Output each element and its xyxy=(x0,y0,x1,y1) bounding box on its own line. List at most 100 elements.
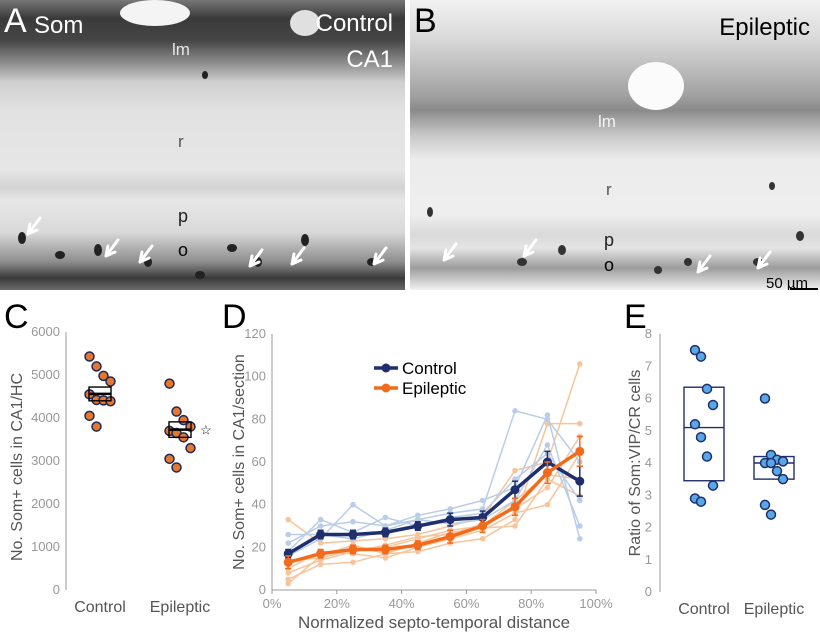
mean-point xyxy=(575,446,585,456)
panel-b-condition: Epileptic xyxy=(719,14,810,41)
individual-epileptic-line xyxy=(287,478,581,585)
panel-c-letter: C xyxy=(4,298,29,336)
x-tick-label: 80% xyxy=(518,596,544,611)
data-point xyxy=(777,473,789,485)
mean-point xyxy=(316,549,326,559)
y-tick-label: 4000 xyxy=(31,410,60,425)
x-tick-label: 20% xyxy=(324,596,350,611)
x-tick-label: 60% xyxy=(453,596,479,611)
mean-point xyxy=(316,530,326,540)
data-point xyxy=(164,378,175,389)
mean-point xyxy=(348,530,358,540)
panel-c-chart: 0 1000 2000 3000 4000 5000 6000 No. Som+ cells … xyxy=(9,324,212,616)
y-tick-label: 1 xyxy=(645,552,652,567)
individual-point xyxy=(447,506,453,512)
individual-point xyxy=(544,484,551,491)
panel-b-cells xyxy=(427,182,804,274)
individual-point xyxy=(285,531,291,538)
y-tick-label: 4 xyxy=(645,455,652,470)
individual-point xyxy=(317,540,324,546)
data-point xyxy=(759,499,771,511)
vessel-blob xyxy=(120,0,190,26)
y-tick-label: 0 xyxy=(645,584,652,599)
x-axis-label: Normalized septo-temporal distance xyxy=(298,613,570,632)
data-point xyxy=(777,456,789,467)
vessel-blob xyxy=(290,10,320,36)
y-axis-label: No. Som+ cells in CA1/HC xyxy=(9,373,26,561)
individual-point xyxy=(577,420,583,427)
individual-point xyxy=(285,580,291,587)
y-tick-label: 20 xyxy=(252,539,266,554)
individual-point xyxy=(577,361,583,367)
individual-point xyxy=(382,514,389,521)
panel-e-chart: 0 1 2 3 4 5 6 7 8 Ratio of Som:VIP/CR cells Contro… xyxy=(627,326,804,618)
panel-a-region: CA1 xyxy=(346,46,393,73)
y-tick-label: 120 xyxy=(244,326,266,341)
y-tick-label: 3000 xyxy=(31,453,60,468)
layer-label-p: p xyxy=(604,230,615,250)
panel-b-micrograph: B Epileptic lm r p o 50 µm xyxy=(410,0,820,290)
y-tick-label: 2 xyxy=(645,520,652,535)
mean-point xyxy=(510,485,520,495)
y-tick-label: 5 xyxy=(645,423,652,438)
individual-point xyxy=(285,540,291,546)
y-axis-label: Ratio of Som:VIP/CR cells xyxy=(627,370,644,557)
mean-point xyxy=(510,502,520,512)
data-point xyxy=(695,431,707,443)
y-tick-label: 6000 xyxy=(31,324,60,339)
individual-point xyxy=(577,497,583,504)
data-point xyxy=(84,410,95,422)
data-point xyxy=(171,462,182,473)
individual-point xyxy=(512,408,518,414)
scale-bar xyxy=(790,288,818,290)
individual-point xyxy=(512,523,518,529)
y-axis-label: No. Som+ cells in CA1/section xyxy=(231,354,248,570)
individual-point xyxy=(479,536,486,542)
individual-point xyxy=(350,501,356,508)
individual-point xyxy=(512,467,518,474)
x-tick-label: Epileptic xyxy=(150,599,210,616)
y-tick-label: 2000 xyxy=(31,496,60,511)
y-tick-label: 3 xyxy=(645,487,652,502)
individual-point xyxy=(382,555,389,561)
arrow-group xyxy=(26,216,388,268)
arrow-group xyxy=(442,238,772,274)
layer-label-r: r xyxy=(178,132,184,151)
data-point xyxy=(689,344,701,356)
y-tick-label: 5000 xyxy=(31,367,60,382)
individual-point xyxy=(350,559,356,566)
individual-point xyxy=(317,561,324,568)
legend-label: Control xyxy=(402,359,457,378)
y-tick-label: 60 xyxy=(252,454,266,469)
individual-epileptic-line xyxy=(287,435,581,574)
legend-label: Epileptic xyxy=(402,379,467,398)
data-point xyxy=(105,376,116,387)
layer-label-lm: lm xyxy=(598,112,616,131)
data-point xyxy=(171,406,182,417)
scale-bar-label: 50 µm xyxy=(766,275,808,290)
panel-a-condition: Control xyxy=(315,10,393,37)
legend-marker xyxy=(381,383,391,393)
data-point xyxy=(707,399,719,411)
panel-a-letter: A xyxy=(4,2,27,40)
data-point xyxy=(164,453,175,465)
y-tick-label: 8 xyxy=(645,326,652,341)
individual-point xyxy=(415,533,421,540)
individual-point xyxy=(544,501,551,508)
x-tick-label: 0% xyxy=(263,596,282,611)
layer-label-lm: lm xyxy=(172,40,190,59)
data-point xyxy=(771,465,783,477)
individual-point xyxy=(479,497,486,504)
mean-series-line xyxy=(287,459,581,556)
panel-e-letter: E xyxy=(624,298,647,336)
mean-point xyxy=(413,540,423,550)
individual-point xyxy=(317,523,324,529)
legend-marker xyxy=(381,363,391,373)
data-point xyxy=(185,442,196,454)
data-point xyxy=(701,451,713,462)
panel-d-chart: 0 20 40 60 80 100 120 0% 20% 40% 60% 80% 100% Normali… xyxy=(231,326,613,632)
mean-point xyxy=(380,544,390,554)
y-tick-label: 0 xyxy=(259,582,266,597)
individual-point xyxy=(285,516,291,523)
layer-label-o: o xyxy=(604,255,615,275)
